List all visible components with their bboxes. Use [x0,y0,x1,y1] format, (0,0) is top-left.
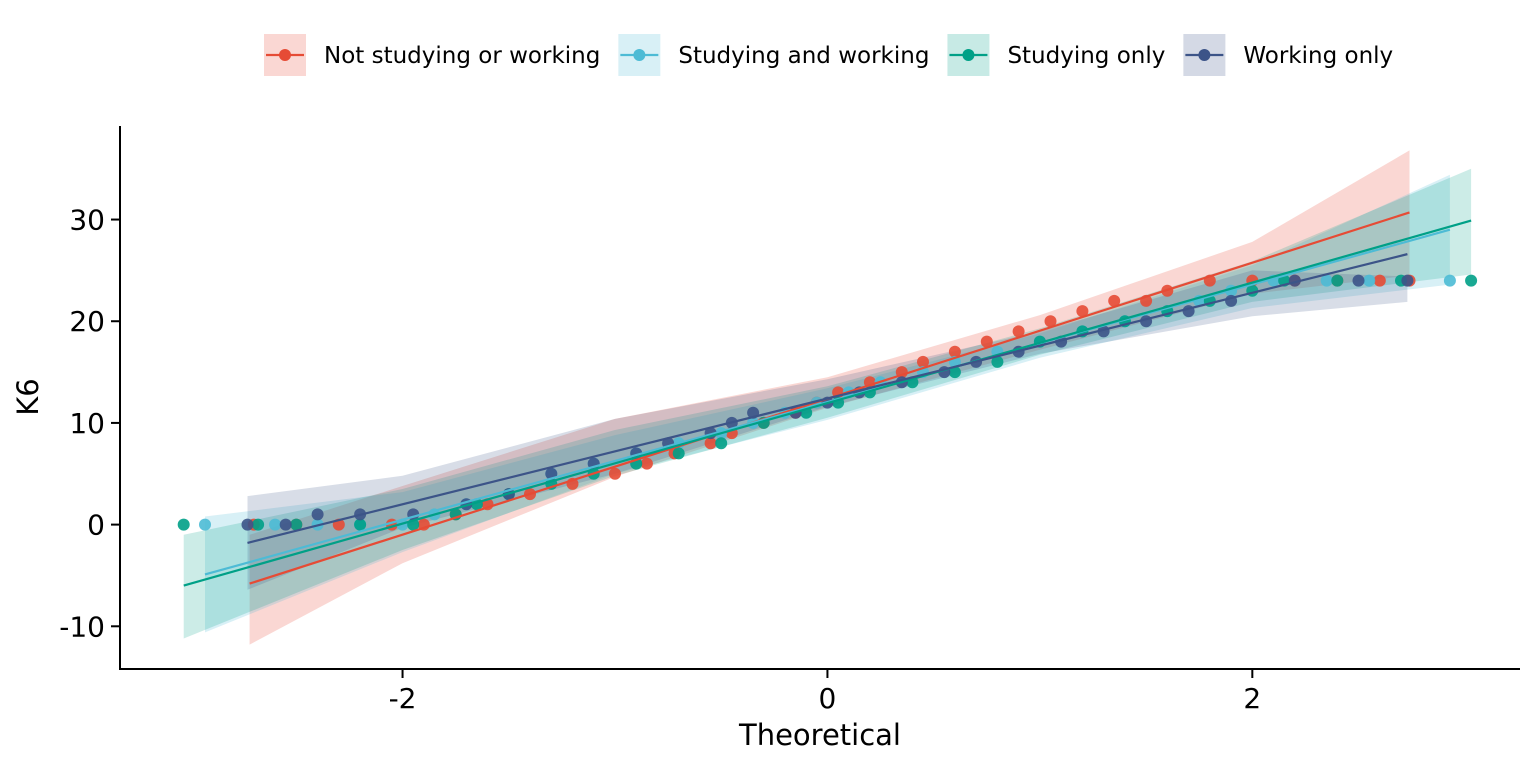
point-not-studying-or-working [640,457,653,470]
point-studying-only [948,366,961,379]
point-studying-only [290,518,303,531]
legend-item-studying-and-working: Studying and working [618,34,929,76]
legend-key-point [633,49,646,61]
x-axis-title: Theoretical [738,718,901,752]
y-tick-label: 10 [69,407,105,440]
point-working-only [311,508,324,521]
point-not-studying-or-working [1108,294,1121,307]
line-studying-only [183,219,1472,587]
legend-label: Not studying or working [324,43,600,69]
point-studying-only [177,518,190,531]
legend-item-studying-only: Studying only [947,34,1165,76]
line-working-only [247,253,1408,544]
point-working-only [241,518,254,531]
y-axis-title: K6 [11,378,45,415]
x-ticks: -2 0 2 [389,669,1261,715]
point-not-studying-or-working [980,335,993,348]
point-not-studying-or-working [1044,315,1057,328]
reference-lines [183,211,1472,587]
point-studying-and-working [269,518,282,531]
point-studying-only [991,355,1004,368]
point-studying-and-working [199,518,211,531]
legend-key-point [1198,49,1211,61]
plot-area [177,150,1478,645]
point-not-studying-or-working [1373,274,1386,287]
point-not-studying-or-working [1076,305,1089,318]
point-studying-and-working [1443,274,1456,287]
legend-key-point [962,49,975,61]
point-not-studying-or-working [917,355,929,368]
point-studying-and-working [1363,274,1376,287]
x-tick-label: -2 [389,682,417,715]
legend-item-working-only: Working only [1183,34,1393,76]
x-tick-label: 0 [819,682,837,715]
y-ticks: -10 0 10 20 30 [59,204,120,643]
y-tick-label: 20 [69,305,105,338]
point-studying-only [715,437,728,450]
point-studying-only [1465,274,1478,287]
band-working-only [247,270,1408,590]
point-working-only [1352,274,1365,287]
legend-key-point [279,49,291,61]
legend: Not studying or working Studying and work… [264,34,1393,76]
legend-label: Working only [1243,43,1393,69]
axes: -2 0 2 -10 0 10 20 30 [59,126,1520,715]
point-studying-only [1331,274,1344,287]
point-studying-only [672,447,685,460]
y-tick-label: 30 [69,204,105,237]
x-tick-label: 2 [1243,682,1261,715]
y-tick-label: -10 [59,610,105,643]
point-studying-only [354,518,367,531]
point-not-studying-or-working [1012,325,1025,338]
y-tick-label: 0 [87,509,105,542]
point-not-studying-or-working [704,437,717,450]
legend-item-not-studying-or-working: Not studying or working [264,34,600,76]
point-studying-and-working [1320,274,1333,287]
legend-label: Studying only [1007,43,1165,69]
point-not-studying-or-working [948,345,961,358]
legend-label: Studying and working [678,43,929,69]
point-working-only [279,518,292,531]
point-studying-only [252,518,265,531]
point-working-only [1401,274,1414,287]
point-not-studying-or-working [609,467,621,480]
